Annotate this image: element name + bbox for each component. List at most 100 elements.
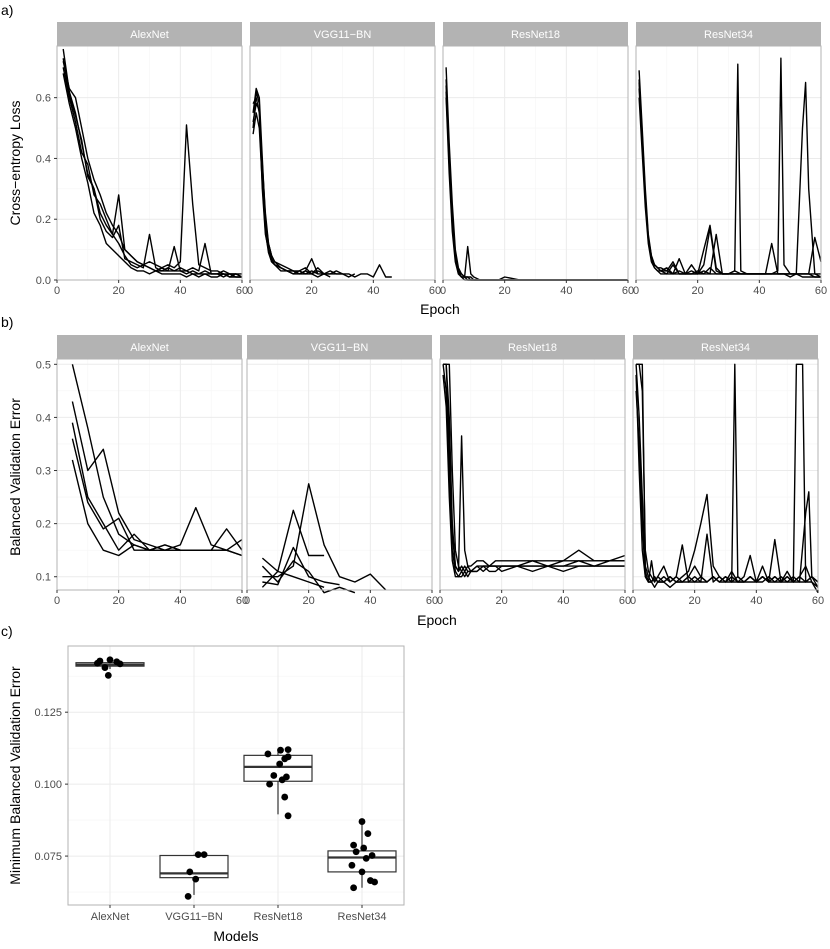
x-tick-label: 40	[174, 595, 186, 607]
facet-strip	[636, 22, 821, 46]
y-tick-label: 0.4	[36, 412, 51, 424]
data-point	[192, 875, 200, 883]
facet-strip	[57, 22, 242, 46]
x-tick-label: 60	[812, 595, 824, 607]
facet-strip	[633, 335, 818, 359]
panel-border	[67, 645, 405, 906]
box-body	[243, 754, 313, 782]
data-point	[184, 892, 192, 900]
series-line	[261, 570, 325, 588]
x-tick-label: 40	[364, 595, 376, 607]
data-point	[266, 780, 273, 788]
y-tick-label: 0.6	[36, 93, 51, 105]
x-tick-label: 20	[113, 595, 125, 607]
data-point	[362, 854, 370, 862]
facet-strip	[250, 22, 435, 46]
facet-strip-label: ResNet34	[704, 29, 753, 41]
series-line	[262, 546, 340, 586]
data-point	[352, 848, 360, 856]
facet-strip-label: ResNet34	[701, 342, 750, 354]
x-tick-label: 20	[692, 285, 704, 297]
x-tick-label: 0	[54, 595, 60, 607]
data-point	[194, 851, 202, 859]
data-point	[270, 772, 278, 779]
series-line	[252, 90, 392, 278]
x-tick-label: 60	[815, 285, 827, 297]
series-line	[252, 103, 319, 275]
x-tick-label: 40	[557, 595, 569, 607]
series-line	[62, 73, 242, 278]
x-axis-title: Models	[213, 928, 258, 944]
data-point	[101, 664, 109, 671]
data-point	[281, 793, 289, 801]
series-line	[252, 112, 356, 278]
panel-border	[632, 358, 819, 591]
y-tick-label: 0.075	[34, 851, 62, 863]
panel-border	[56, 358, 243, 591]
data-point	[368, 852, 376, 859]
data-point	[358, 868, 366, 876]
data-point	[277, 746, 284, 754]
x-tick-label: 40	[750, 595, 762, 607]
panel-border	[249, 45, 436, 281]
data-point	[276, 760, 284, 768]
series-line	[635, 374, 819, 588]
data-point	[104, 671, 112, 679]
y-tick-label: 0.4	[36, 153, 51, 165]
x-tick-label: 0	[437, 595, 443, 607]
y-tick-label: 0.2	[36, 519, 51, 531]
data-point	[94, 659, 101, 667]
x-tick-label: 60	[236, 285, 248, 297]
panel-tag: c)	[1, 623, 13, 639]
facet-strip-label: ResNet18	[511, 29, 560, 41]
x-tick-label: 0	[247, 285, 253, 297]
x-tick-label: 20	[496, 595, 508, 607]
data-point	[200, 851, 208, 859]
facet-strip-label: ResNet18	[508, 342, 557, 354]
data-point	[350, 841, 357, 849]
y-tick-label: 0.2	[36, 214, 51, 226]
panel-border	[56, 45, 243, 281]
panel-tag: b)	[1, 314, 13, 330]
data-point	[360, 844, 368, 852]
y-axis-title: Cross−entropy Loss	[7, 101, 23, 226]
facet-strip-label: VGG11−BN	[314, 29, 372, 41]
series-line	[261, 560, 356, 594]
series-line	[443, 363, 625, 573]
facet-strip	[57, 335, 242, 359]
x-tick-label: 0	[440, 285, 446, 297]
panel-border	[439, 358, 626, 591]
facet-strip-label: VGG11−BN	[311, 342, 369, 354]
series-line	[71, 459, 181, 557]
data-point	[371, 878, 378, 886]
x-tick-label: 0	[630, 595, 636, 607]
panel-border	[635, 45, 822, 281]
data-point	[281, 755, 289, 763]
x-tick-label: 20	[306, 285, 318, 297]
panel-border	[442, 45, 629, 281]
x-tick-label: 60	[622, 285, 634, 297]
x-tick-label: 20	[303, 595, 315, 607]
facet-strip-label: AlexNet	[130, 342, 169, 354]
x-tick-label: 40	[753, 285, 765, 297]
facet-strip	[247, 335, 432, 359]
series-line	[62, 58, 243, 278]
x-tick-label: 0	[244, 595, 250, 607]
facet-strip	[443, 22, 628, 46]
x-tick-label: ResNet18	[254, 911, 303, 923]
y-tick-label: 0.125	[34, 707, 62, 719]
panel-border	[246, 358, 433, 591]
series-line	[71, 438, 243, 551]
data-point	[350, 884, 357, 892]
panel-tag: a)	[1, 2, 13, 18]
data-point	[106, 656, 114, 664]
y-tick-label: 0.1	[36, 572, 51, 584]
x-tick-label: 60	[429, 285, 441, 297]
x-axis-title: Epoch	[420, 301, 460, 317]
x-tick-label: 60	[619, 595, 631, 607]
data-point	[284, 746, 292, 753]
y-tick-label: 0.0	[36, 275, 51, 287]
x-tick-label: AlexNet	[91, 911, 130, 923]
data-point	[186, 868, 194, 876]
